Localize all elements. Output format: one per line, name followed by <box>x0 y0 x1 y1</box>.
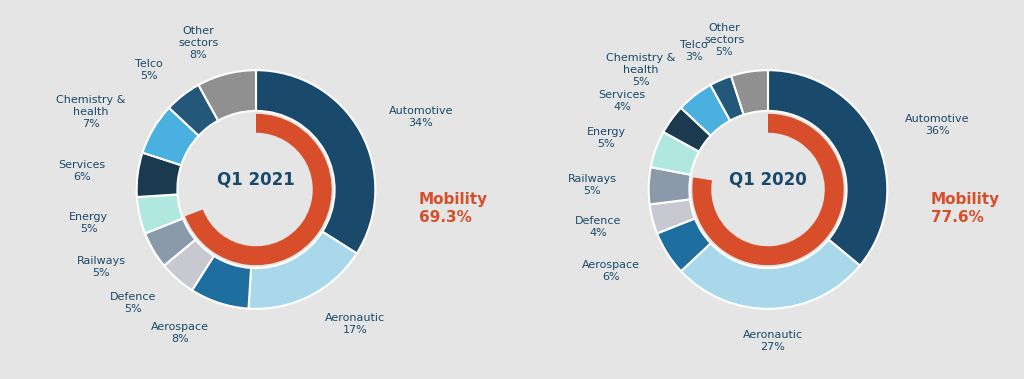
Wedge shape <box>693 114 768 180</box>
Wedge shape <box>180 114 256 216</box>
Wedge shape <box>256 70 376 254</box>
Text: Mobility
69.3%: Mobility 69.3% <box>419 192 488 225</box>
Text: Aerospace
8%: Aerospace 8% <box>152 323 209 345</box>
Wedge shape <box>249 232 356 309</box>
Text: Services
4%: Services 4% <box>598 89 645 111</box>
Text: Q1 2021: Q1 2021 <box>217 170 295 188</box>
Text: Other
sectors
8%: Other sectors 8% <box>178 26 218 60</box>
Text: Services
6%: Services 6% <box>58 160 105 182</box>
Wedge shape <box>649 199 695 233</box>
Text: Railways
5%: Railways 5% <box>567 174 616 196</box>
Wedge shape <box>193 256 251 309</box>
Text: Aerospace
6%: Aerospace 6% <box>583 260 640 282</box>
Text: Aeronautic
27%: Aeronautic 27% <box>742 330 803 352</box>
Wedge shape <box>185 114 332 265</box>
Text: Railways
5%: Railways 5% <box>77 255 126 277</box>
Text: Telco
5%: Telco 5% <box>135 59 163 81</box>
Text: Defence
5%: Defence 5% <box>110 292 156 314</box>
Wedge shape <box>164 240 214 290</box>
Wedge shape <box>731 70 768 115</box>
Text: Q1 2020: Q1 2020 <box>729 170 807 188</box>
Text: Other
sectors
5%: Other sectors 5% <box>705 23 744 57</box>
Wedge shape <box>169 85 218 136</box>
Wedge shape <box>199 70 256 121</box>
Wedge shape <box>692 114 844 265</box>
Text: Telco
3%: Telco 3% <box>680 39 708 62</box>
Text: Mobility
77.6%: Mobility 77.6% <box>931 192 1000 225</box>
Wedge shape <box>681 85 730 136</box>
Wedge shape <box>136 153 181 197</box>
Wedge shape <box>648 167 691 204</box>
Wedge shape <box>145 218 196 266</box>
Text: Aeronautic
17%: Aeronautic 17% <box>325 313 385 335</box>
Text: Energy
5%: Energy 5% <box>70 211 109 233</box>
Text: Automotive
34%: Automotive 34% <box>389 106 454 128</box>
Wedge shape <box>142 108 199 165</box>
Wedge shape <box>768 70 888 266</box>
Wedge shape <box>137 194 183 233</box>
Wedge shape <box>651 132 699 175</box>
Wedge shape <box>681 240 860 309</box>
Wedge shape <box>711 76 743 121</box>
Text: Chemistry &
health
5%: Chemistry & health 5% <box>606 53 675 87</box>
Text: Chemistry &
health
7%: Chemistry & health 7% <box>56 96 126 130</box>
Text: Energy
5%: Energy 5% <box>587 127 626 149</box>
Text: Automotive
36%: Automotive 36% <box>905 114 970 136</box>
Text: Defence
4%: Defence 4% <box>575 216 622 238</box>
Wedge shape <box>657 218 711 271</box>
Wedge shape <box>664 108 711 152</box>
